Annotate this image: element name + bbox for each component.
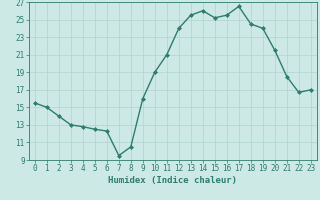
X-axis label: Humidex (Indice chaleur): Humidex (Indice chaleur): [108, 176, 237, 185]
